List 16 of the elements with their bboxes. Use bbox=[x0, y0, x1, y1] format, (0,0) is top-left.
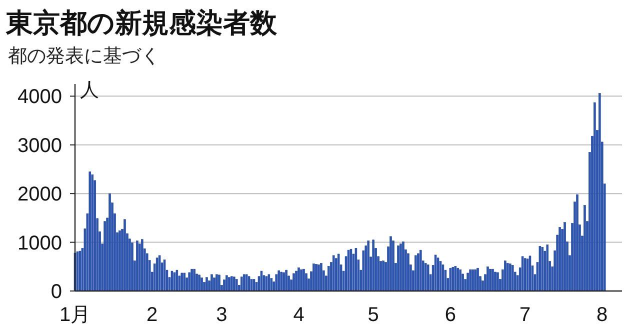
chart-title: 東京都の新規感染者数 bbox=[5, 8, 278, 38]
x-tick-label: 5 bbox=[368, 304, 379, 326]
y-tick-label: 1000 bbox=[18, 232, 62, 254]
y-tick-label: 2000 bbox=[18, 184, 62, 206]
y-tick-label: 3000 bbox=[18, 134, 62, 157]
x-tick-label: 2 bbox=[146, 304, 158, 326]
x-tick-label: 3 bbox=[216, 304, 228, 326]
x-tick-label: 8 bbox=[596, 304, 608, 326]
x-tick-label: 1月 bbox=[59, 304, 91, 326]
y-tick-label: 4000 bbox=[18, 86, 62, 108]
x-tick-label: 7 bbox=[519, 304, 531, 326]
x-tick-label: 4 bbox=[293, 304, 304, 326]
y-axis-title: 人 bbox=[80, 80, 99, 101]
y-tick-label: 0 bbox=[50, 281, 62, 303]
chart-subtitle: 都の発表に基づく bbox=[8, 46, 160, 67]
x-tick-label: 6 bbox=[444, 304, 456, 326]
